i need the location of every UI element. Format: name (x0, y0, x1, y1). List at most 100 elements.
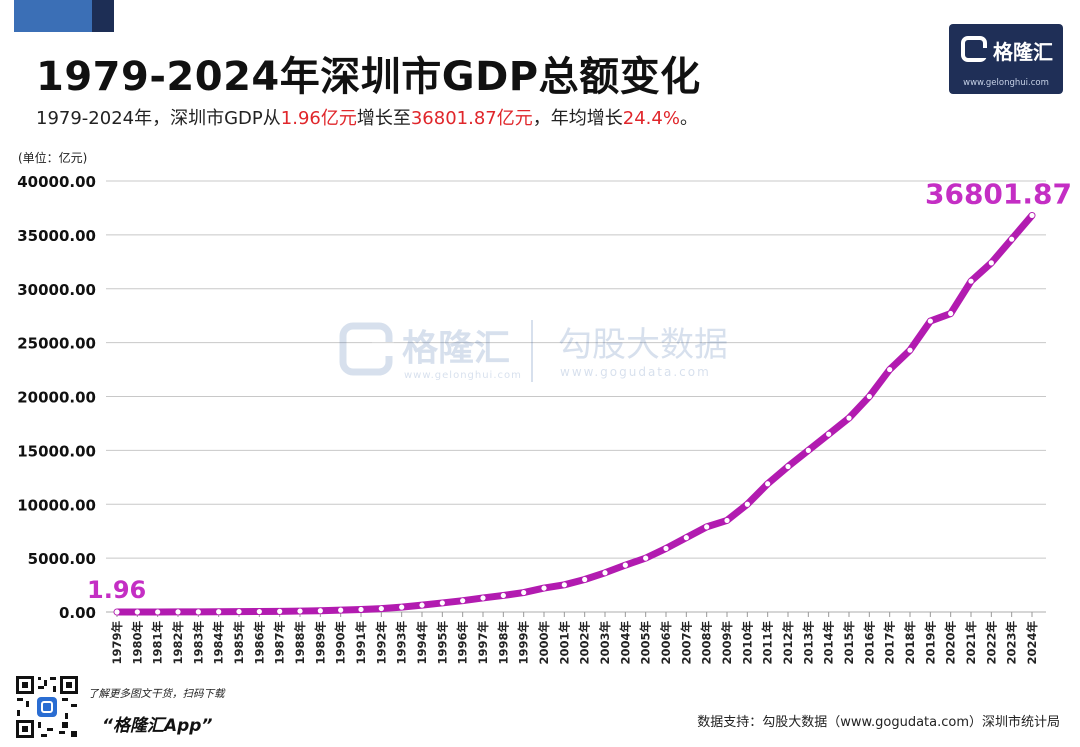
data-point (683, 535, 689, 541)
logo-url: www.gelonghui.com (963, 78, 1049, 88)
data-point (561, 582, 567, 588)
data-point (155, 609, 161, 615)
data-point (1029, 212, 1035, 219)
data-point (887, 366, 893, 373)
x-tick-label: 2013年 (801, 621, 815, 665)
x-tick-label: 2016年 (862, 621, 876, 665)
data-point (256, 608, 262, 615)
data-point (907, 347, 913, 353)
data-point (480, 595, 486, 601)
data-point (988, 260, 994, 266)
data-point (195, 609, 201, 615)
y-axis-unit-label: (单位：亿元) (18, 150, 87, 165)
x-tick-label: 1998年 (496, 621, 510, 665)
x-tick-label: 1994年 (415, 621, 429, 665)
subtitle-text: 增长至 (356, 108, 411, 129)
data-point (317, 608, 323, 614)
x-tick-label: 1996年 (456, 621, 470, 665)
x-tick-label: 2024年 (1025, 621, 1039, 665)
x-tick-label: 1986年 (252, 621, 266, 665)
watermark-brand2-url: www.gogudata.com (560, 365, 711, 379)
data-point (582, 576, 588, 583)
y-tick-label: 20000.00 (17, 389, 96, 407)
x-axis-ticks: 1979年 1980年 1981年 1982年 1983年 1984年 1985年 1986年… (110, 612, 1039, 665)
footer-promo-text: 了解更多图文干货，扫码下载 (88, 688, 225, 700)
y-tick-label: 30000.00 (17, 281, 96, 299)
x-tick-label: 1984年 (212, 621, 226, 665)
brand-logo: 格隆汇 www.gelonghui.com (949, 24, 1063, 94)
qr-code[interactable] (14, 674, 80, 740)
data-point (419, 602, 425, 608)
data-point (358, 606, 364, 613)
x-tick-label: 2014年 (822, 621, 836, 665)
data-point (114, 609, 120, 615)
x-tick-label: 2002年 (578, 621, 592, 665)
subtitle: 1979-2024年，深圳市GDP从1.96亿元增长至36801.87亿元，年均… (36, 104, 698, 130)
x-tick-label: 2012年 (781, 621, 795, 665)
logo-g-icon (961, 36, 987, 62)
data-point (744, 501, 750, 507)
watermark-brand1-url: www.gelonghui.com (404, 370, 522, 381)
x-tick-label: 2019年 (923, 621, 937, 665)
x-tick-label: 2010年 (740, 621, 754, 665)
x-tick-label: 1991年 (354, 621, 368, 665)
x-tick-label: 1982年 (171, 621, 185, 665)
x-tick-label: 2021年 (964, 621, 978, 665)
y-tick-label: 15000.00 (17, 442, 96, 460)
x-tick-label: 2020年 (944, 621, 958, 665)
footer-app-name: “格隆汇App” (102, 716, 213, 736)
x-tick-label: 1987年 (273, 621, 287, 665)
data-point (134, 609, 140, 615)
x-tick-label: 2000年 (537, 621, 551, 665)
y-tick-label: 0.00 (59, 604, 96, 622)
x-tick-label: 2006年 (659, 621, 673, 665)
x-tick-label: 2003年 (598, 621, 612, 665)
watermark-logo-icon (339, 322, 393, 376)
data-point (724, 517, 730, 524)
data-point (378, 605, 384, 612)
x-tick-label: 1981年 (151, 621, 165, 665)
data-point (1009, 236, 1015, 242)
data-point (541, 585, 547, 591)
y-tick-label: 35000.00 (17, 227, 96, 245)
data-point (785, 463, 791, 470)
x-tick-label: 1992年 (374, 621, 388, 665)
x-tick-label: 1995年 (435, 621, 449, 665)
x-tick-label: 1993年 (395, 621, 409, 665)
data-point (175, 609, 181, 615)
data-point (927, 318, 933, 324)
data-point (460, 598, 466, 604)
x-tick-label: 1988年 (293, 621, 307, 665)
y-tick-label: 40000.00 (17, 173, 96, 191)
x-tick-label: 2023年 (1005, 621, 1019, 665)
data-source: 数据支持：勾股大数据（www.gogudata.com）深圳市统计局 (697, 715, 1060, 730)
x-tick-label: 2018年 (903, 621, 917, 665)
x-tick-label: 2007年 (679, 621, 693, 665)
x-tick-label: 2022年 (984, 621, 998, 665)
series-line (113, 211, 1036, 616)
watermark-brand2: 勾股大数据 (558, 325, 728, 365)
data-series (113, 211, 1036, 616)
x-tick-label: 1997年 (476, 621, 490, 665)
data-point (846, 415, 852, 421)
data-point (622, 562, 628, 568)
data-point (439, 600, 445, 606)
grid-lines (106, 180, 1046, 613)
x-tick-label: 1980年 (130, 621, 144, 665)
watermark: 格隆汇 www.gelonghui.com 勾股大数据 www.gogudata… (339, 320, 728, 382)
data-point (765, 481, 771, 487)
data-point (277, 608, 283, 614)
data-point (643, 555, 649, 561)
data-point (805, 447, 811, 453)
data-point (297, 608, 303, 614)
subtitle-text: ，年均增长 (532, 108, 623, 129)
data-labels: 1.96 36801.87 (87, 177, 1072, 604)
data-point (663, 545, 669, 552)
x-tick-label: 2004年 (618, 621, 632, 665)
subtitle-highlight: 1.96亿元 (280, 108, 357, 129)
data-point (236, 608, 242, 615)
y-tick-label: 5000.00 (28, 550, 96, 568)
data-label: 36801.87 (925, 177, 1072, 210)
x-tick-label: 1999年 (517, 621, 531, 665)
